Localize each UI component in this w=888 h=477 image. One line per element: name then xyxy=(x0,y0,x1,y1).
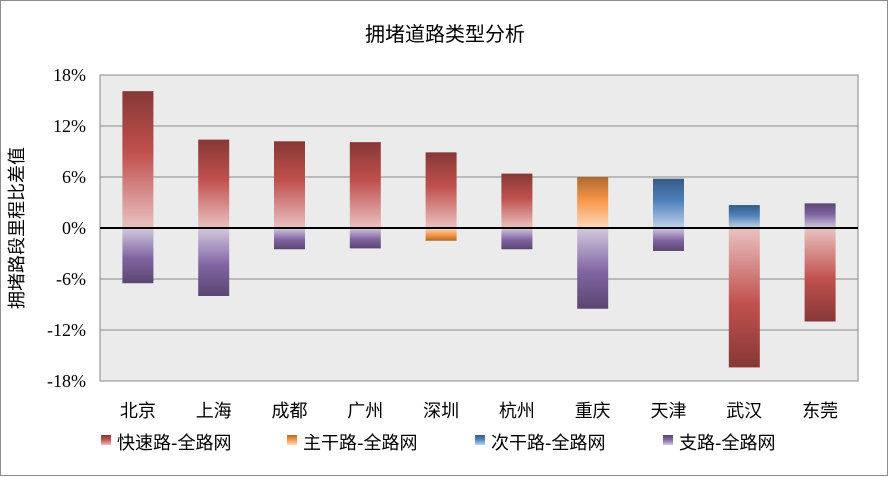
x-tick-labels: 北京 上海 成都 广州 深圳 杭州 重庆 天津 武汉 东莞 xyxy=(120,401,838,422)
bar-主干路-全路网-深圳 xyxy=(425,228,457,241)
y-tick-label: -18% xyxy=(47,371,86,391)
x-tick-label: 深圳 xyxy=(423,401,459,422)
bar-快速路-全路网-成都 xyxy=(274,141,305,228)
y-tick-label: 6% xyxy=(62,167,86,187)
bar-快速路-全路网-东莞 xyxy=(804,228,836,322)
y-axis-label: 拥堵路段里程比差值 xyxy=(7,147,28,309)
bar-快速路-全路网-北京 xyxy=(122,91,154,229)
legend-label: 支路-全路网 xyxy=(679,433,776,454)
bar-支路-全路网-重庆 xyxy=(577,228,609,309)
bar-支路-全路网-北京 xyxy=(122,228,154,284)
bar-次干路-全路网-天津 xyxy=(653,178,684,228)
y-tick-label: 18% xyxy=(53,65,86,85)
bar-快速路-全路网-深圳 xyxy=(425,152,457,228)
bar-支路-全路网-成都 xyxy=(274,228,305,250)
bar-支路-全路网-杭州 xyxy=(501,228,533,250)
legend-swatch-支路-全路网 xyxy=(663,435,673,445)
chart-title: 拥堵道路类型分析 xyxy=(365,22,525,46)
x-tick-label: 武汉 xyxy=(726,401,762,422)
legend-label: 快速路-全路网 xyxy=(117,433,232,454)
x-tick-label: 东莞 xyxy=(802,401,838,422)
legend-swatch-主干路-全路网 xyxy=(287,435,297,445)
bar-快速路-全路网-上海 xyxy=(198,139,230,228)
y-tick-labels: 18% 12% 6% 0% -6% -12% -18% xyxy=(47,65,86,391)
bar-快速路-全路网-杭州 xyxy=(501,173,533,228)
y-tick-label: 12% xyxy=(53,116,86,136)
x-tick-label: 杭州 xyxy=(499,401,535,422)
x-tick-label: 北京 xyxy=(120,401,156,422)
bar-快速路-全路网-武汉 xyxy=(728,228,760,368)
x-tick-label: 成都 xyxy=(272,401,308,422)
legend-swatch-次干路-全路网 xyxy=(475,435,485,445)
legend: 快速路-全路网 主干路-全路网 次干路-全路网 支路-全路网 xyxy=(101,433,776,454)
bar-支路-全路网-东莞 xyxy=(804,203,836,228)
bar-支路-全路网-上海 xyxy=(198,228,230,296)
legend-swatch-快速路-全路网 xyxy=(101,435,111,445)
legend-label: 主干路-全路网 xyxy=(303,433,418,454)
bars xyxy=(122,91,836,368)
bar-主干路-全路网-重庆 xyxy=(577,177,609,228)
x-tick-label: 天津 xyxy=(651,401,687,422)
x-tick-label: 广州 xyxy=(347,401,383,422)
y-tick-label: 0% xyxy=(62,218,86,238)
bar-支路-全路网-天津 xyxy=(653,228,684,251)
bar-支路-全路网-广州 xyxy=(349,228,381,249)
x-tick-label: 上海 xyxy=(196,401,232,422)
legend-label: 次干路-全路网 xyxy=(491,433,606,454)
bar-次干路-全路网-武汉 xyxy=(728,205,760,228)
bar-快速路-全路网-广州 xyxy=(349,142,381,228)
y-tick-label: -6% xyxy=(56,269,86,289)
x-tick-label: 重庆 xyxy=(575,401,611,422)
y-tick-label: -12% xyxy=(47,320,86,340)
